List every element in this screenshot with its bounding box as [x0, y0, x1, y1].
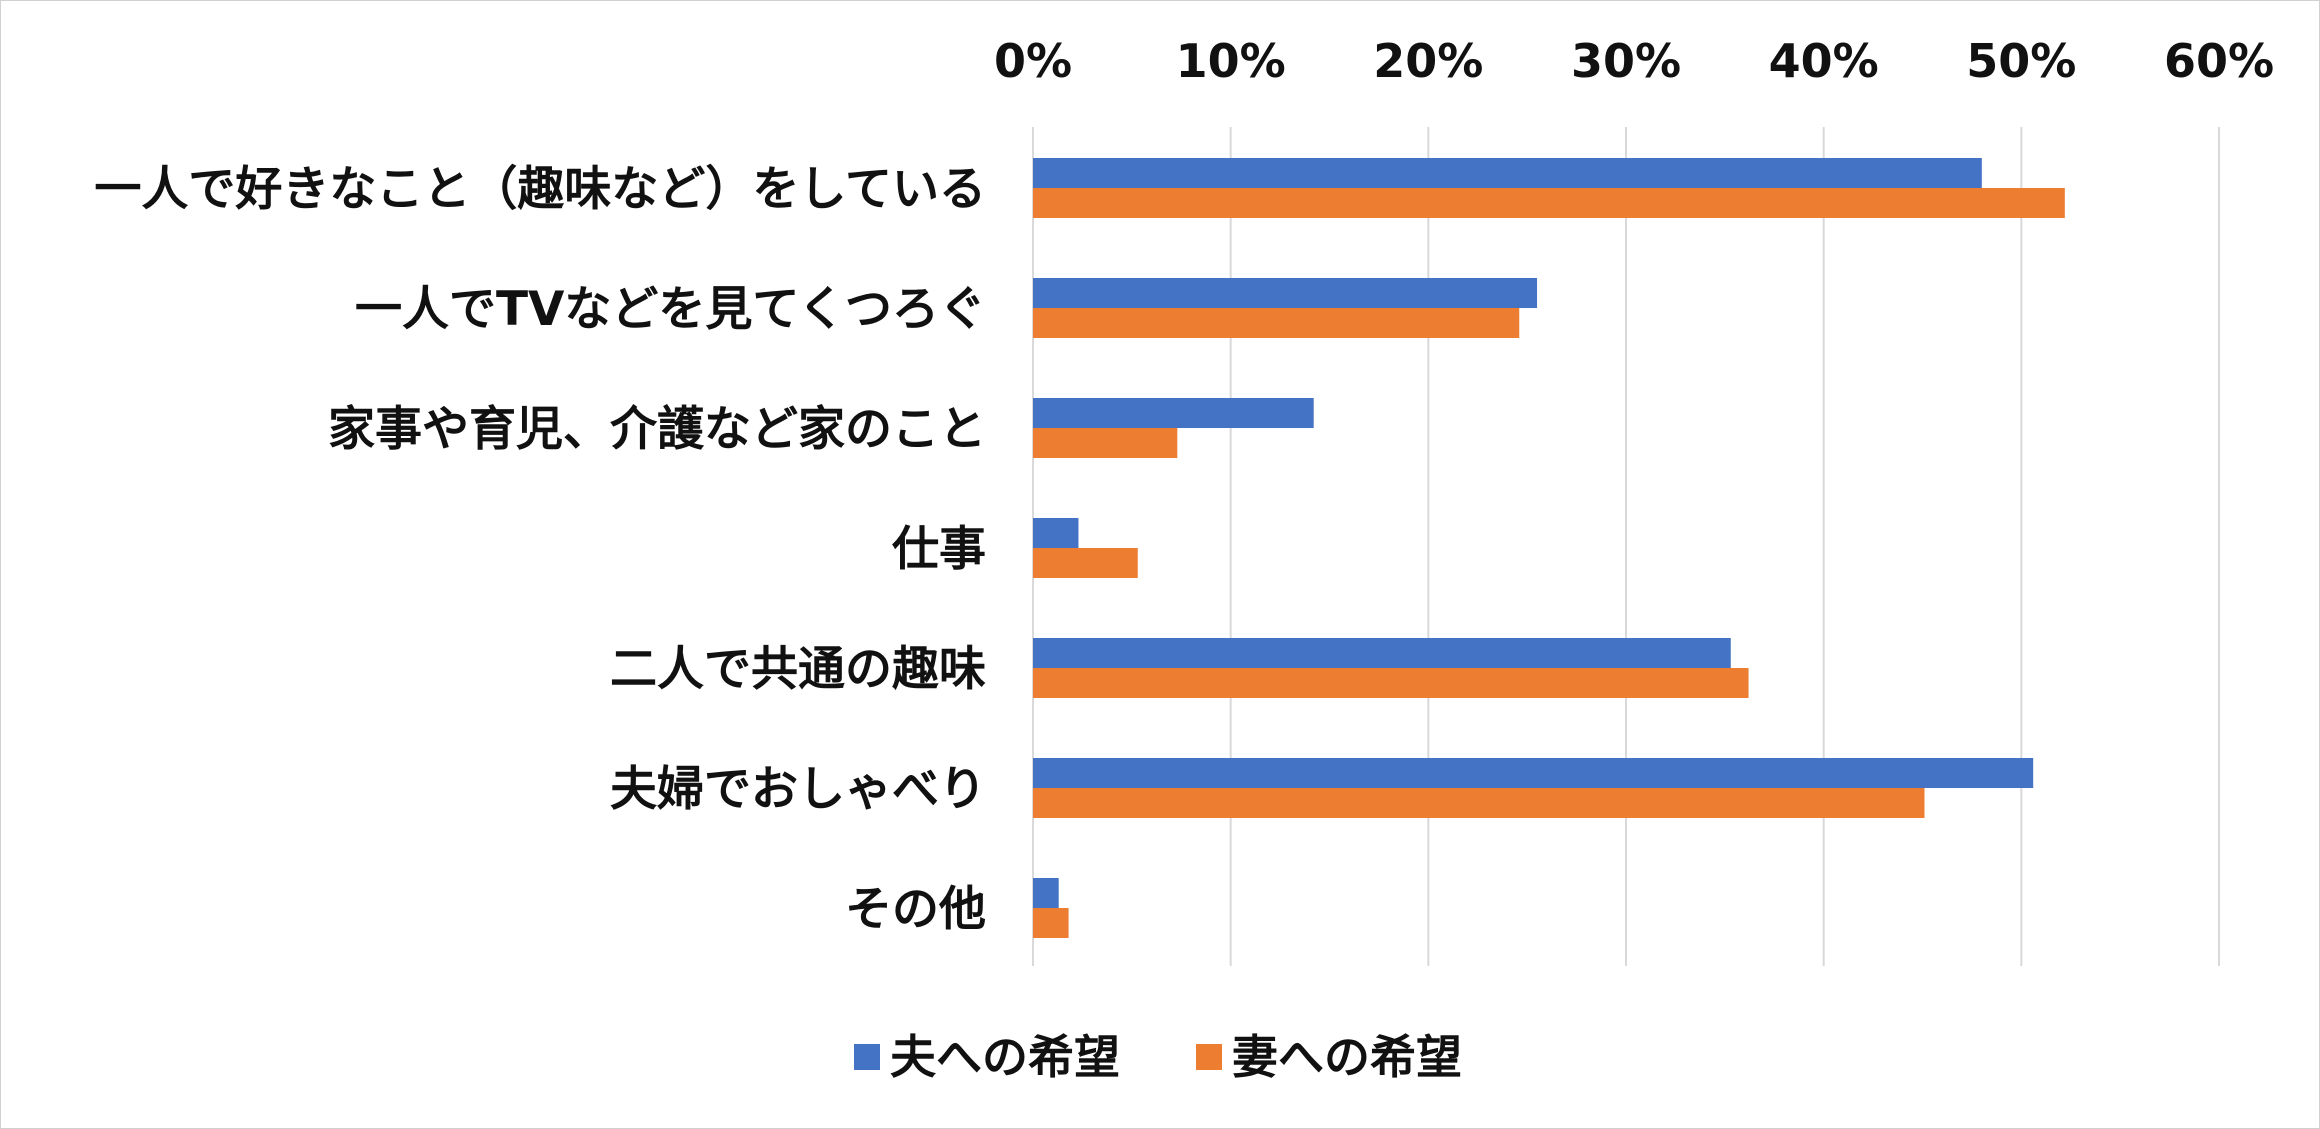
category-label: 二人で共通の趣味	[610, 642, 986, 697]
legend: 夫への希望 妻への希望	[854, 1030, 1462, 1084]
bar-series-2	[1033, 428, 1178, 458]
legend-label-1: 夫への希望	[890, 1030, 1120, 1084]
bar-series-1	[1033, 758, 2034, 788]
bar-series-2	[1033, 668, 1749, 698]
legend-swatch-2	[1196, 1044, 1222, 1070]
x-axis-tick-labels: 0% 10% 20% 30% 40% 50% 60%	[994, 34, 2274, 88]
bar-series-2	[1033, 908, 1069, 938]
x-tick-label: 20%	[1373, 34, 1483, 88]
category-label: 家事や育児、介護など家のこと	[328, 402, 986, 457]
bars	[1033, 158, 2065, 938]
bar-series-1	[1033, 518, 1079, 548]
bar-series-1	[1033, 278, 1538, 308]
bar-series-1	[1033, 398, 1314, 428]
bar-series-1	[1033, 158, 1982, 188]
bar-series-2	[1033, 788, 1925, 818]
gridlines	[1032, 127, 2220, 966]
bar-series-1	[1033, 638, 1731, 668]
category-label: 一人でTVなどを見てくつろぐ	[355, 282, 986, 337]
x-tick-label: 40%	[1769, 34, 1879, 88]
legend-swatch-1	[854, 1044, 880, 1070]
bar-series-2	[1033, 548, 1138, 578]
x-tick-label: 10%	[1176, 34, 1286, 88]
bar-series-1	[1033, 878, 1059, 908]
category-label: 仕事	[892, 522, 986, 577]
category-labels: 一人で好きなこと（趣味など）をしている一人でTVなどを見てくつろぐ家事や育児、介…	[94, 162, 986, 937]
x-tick-label: 50%	[1966, 34, 2076, 88]
category-label: 一人で好きなこと（趣味など）をしている	[94, 162, 986, 217]
x-tick-label: 0%	[994, 34, 1072, 88]
bar-series-2	[1033, 188, 2065, 218]
category-label: 夫婦でおしゃべり	[610, 762, 986, 817]
legend-label-2: 妻への希望	[1232, 1030, 1462, 1084]
category-label: その他	[845, 882, 986, 937]
x-tick-label: 30%	[1571, 34, 1681, 88]
x-tick-label: 60%	[2164, 34, 2274, 88]
bar-series-2	[1033, 308, 1520, 338]
